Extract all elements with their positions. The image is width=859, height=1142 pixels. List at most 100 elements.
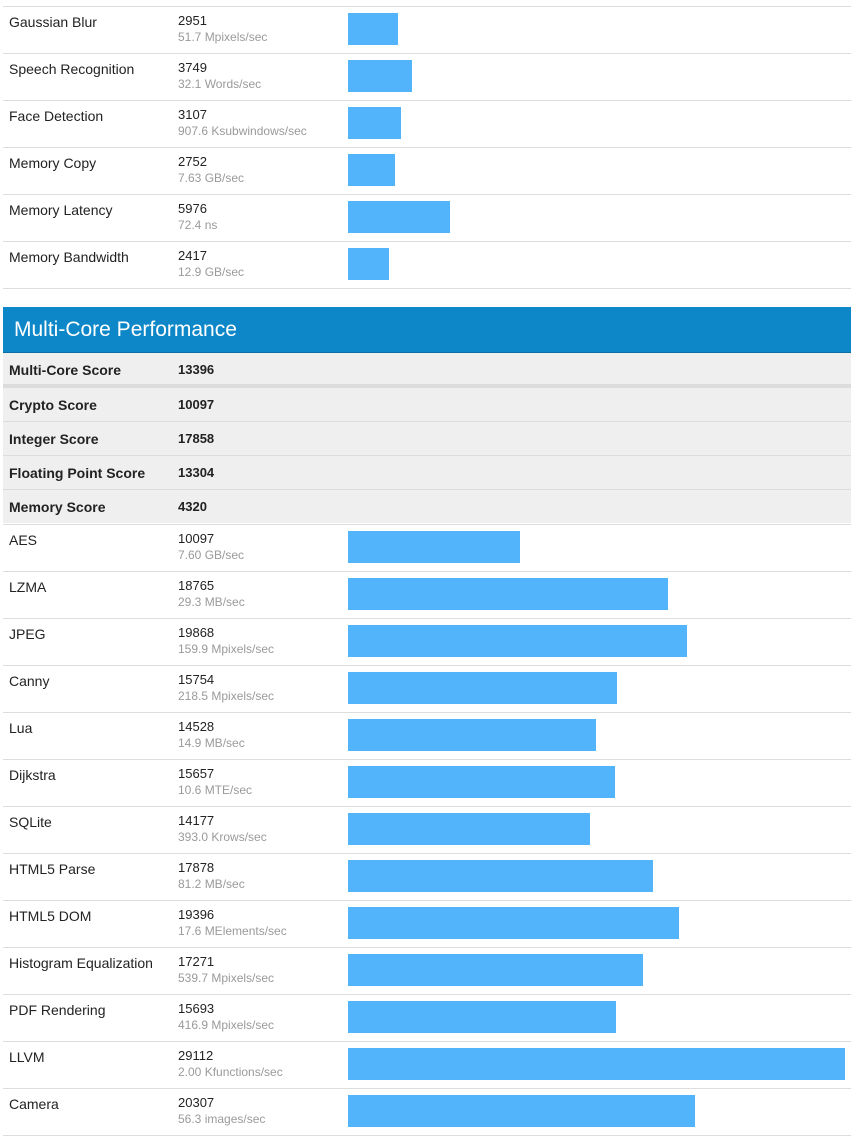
workload-row: Histogram Equalization 17271 539.7 Mpixels… <box>3 947 851 994</box>
workload-throughput: 416.9 Mpixels/sec <box>178 1018 275 1032</box>
workload-row: JPEG 19868 159.9 Mpixels/sec <box>3 618 851 665</box>
summary-score-row: Multi-Core Score 13396 <box>3 353 851 387</box>
workload-name: Memory Copy <box>9 155 97 171</box>
table-bottom-border <box>3 288 851 289</box>
summary-score-label: Integer Score <box>9 431 99 447</box>
summary-score-label: Memory Score <box>9 499 106 515</box>
score-bar <box>348 860 653 892</box>
workload-name: SQLite <box>9 814 52 830</box>
score-bar <box>348 201 450 233</box>
workload-score: 15657 <box>178 766 215 781</box>
workload-score: 15693 <box>178 1001 215 1016</box>
score-bar <box>348 1048 845 1080</box>
score-bar <box>348 907 679 939</box>
workload-score: 19868 <box>178 625 215 640</box>
score-bar <box>348 578 668 610</box>
workload-row: LZMA 18765 29.3 MB/sec <box>3 571 851 618</box>
workload-row: Speech Recognition 3749 32.1 Words/sec <box>3 53 851 100</box>
score-bar <box>348 625 687 657</box>
workload-name: Memory Bandwidth <box>9 249 129 265</box>
workload-name: LZMA <box>9 579 47 595</box>
workload-score: 19396 <box>178 907 215 922</box>
workload-throughput: 32.1 Words/sec <box>178 77 262 91</box>
score-bar <box>348 154 395 186</box>
workload-name: Dijkstra <box>9 767 56 783</box>
workload-throughput: 2.00 Kfunctions/sec <box>178 1065 283 1079</box>
workload-score: 2752 <box>178 154 207 169</box>
workload-throughput: 10.6 MTE/sec <box>178 783 253 797</box>
summary-score-value: 4320 <box>178 499 207 514</box>
workload-score: 17878 <box>178 860 215 875</box>
single-core-workload-table: Gaussian Blur 2951 51.7 Mpixels/sec Speech … <box>3 6 851 289</box>
section-title: Multi-Core Performance <box>14 318 237 341</box>
workload-row: Memory Bandwidth 2417 12.9 GB/sec <box>3 241 851 288</box>
workload-name: AES <box>9 532 38 548</box>
workload-row: Canny 15754 218.5 Mpixels/sec <box>3 665 851 712</box>
score-bar <box>348 954 643 986</box>
workload-name: PDF Rendering <box>9 1002 106 1018</box>
summary-score-label: Floating Point Score <box>9 465 146 481</box>
workload-name: Speech Recognition <box>9 61 135 77</box>
workload-throughput: 907.6 Ksubwindows/sec <box>178 124 307 138</box>
workload-throughput: 12.9 GB/sec <box>178 265 245 279</box>
score-bar <box>348 531 520 563</box>
workload-throughput: 7.63 GB/sec <box>178 171 245 185</box>
workload-row: Face Detection 3107 907.6 Ksubwindows/sec <box>3 100 851 147</box>
workload-name: Camera <box>9 1096 59 1112</box>
workload-score: 10097 <box>178 531 215 546</box>
workload-throughput: 159.9 Mpixels/sec <box>178 642 275 656</box>
summary-score-value: 13396 <box>178 362 215 377</box>
workload-row: SQLite 14177 393.0 Krows/sec <box>3 806 851 853</box>
summary-score-row: Memory Score 4320 <box>3 489 851 523</box>
workload-score: 29112 <box>178 1048 214 1063</box>
workload-name: JPEG <box>9 626 46 642</box>
workload-score: 2417 <box>178 248 207 263</box>
workload-throughput: 81.2 MB/sec <box>178 877 245 891</box>
score-bar <box>348 13 398 45</box>
workload-score: 17271 <box>178 954 215 969</box>
workload-name: Canny <box>9 673 50 689</box>
workload-throughput: 56.3 images/sec <box>178 1112 266 1126</box>
workload-name: Memory Latency <box>9 202 113 218</box>
multi-core-summary-table: Multi-Core Score 13396 Crypto Score 10097 In… <box>3 353 851 523</box>
score-bar <box>348 60 412 92</box>
score-bar <box>348 672 617 704</box>
workload-name: HTML5 Parse <box>9 861 96 877</box>
workload-name: Lua <box>9 720 33 736</box>
workload-row: LLVM 29112 2.00 Kfunctions/sec <box>3 1041 851 1088</box>
workload-throughput: 218.5 Mpixels/sec <box>178 689 275 703</box>
score-bar <box>348 766 615 798</box>
workload-throughput: 17.6 MElements/sec <box>178 924 287 938</box>
workload-row: Camera 20307 56.3 images/sec <box>3 1088 851 1135</box>
workload-throughput: 7.60 GB/sec <box>178 548 245 562</box>
score-bar <box>348 248 389 280</box>
summary-score-value: 13304 <box>178 465 215 480</box>
workload-score: 14528 <box>178 719 215 734</box>
workload-row: Memory Latency 5976 72.4 ns <box>3 194 851 241</box>
workload-throughput: 51.7 Mpixels/sec <box>178 30 268 44</box>
workload-score: 14177 <box>178 813 215 828</box>
workload-row: Lua 14528 14.9 MB/sec <box>3 712 851 759</box>
workload-row: Memory Copy 2752 7.63 GB/sec <box>3 147 851 194</box>
workload-throughput: 539.7 Mpixels/sec <box>178 971 275 985</box>
workload-row: AES 10097 7.60 GB/sec <box>3 524 851 571</box>
score-bar <box>348 1095 695 1127</box>
workload-score: 3107 <box>178 107 207 122</box>
workload-score: 5976 <box>178 201 207 216</box>
score-bar <box>348 719 596 751</box>
workload-name: Gaussian Blur <box>9 14 97 30</box>
summary-score-row: Crypto Score 10097 <box>3 387 851 421</box>
workload-score: 2951 <box>178 13 207 28</box>
score-bar <box>348 107 401 139</box>
workload-row: PDF Rendering 15693 416.9 Mpixels/sec <box>3 994 851 1041</box>
summary-score-value: 17858 <box>178 431 215 446</box>
summary-score-row: Integer Score 17858 <box>3 421 851 455</box>
workload-name: Histogram Equalization <box>9 955 153 971</box>
workload-row: HTML5 DOM 19396 17.6 MElements/sec <box>3 900 851 947</box>
summary-score-label: Multi-Core Score <box>9 362 122 378</box>
summary-score-row: Floating Point Score 13304 <box>3 455 851 489</box>
workload-score: 15754 <box>178 672 215 687</box>
workload-throughput: 14.9 MB/sec <box>178 736 245 750</box>
score-bar <box>348 1001 616 1033</box>
